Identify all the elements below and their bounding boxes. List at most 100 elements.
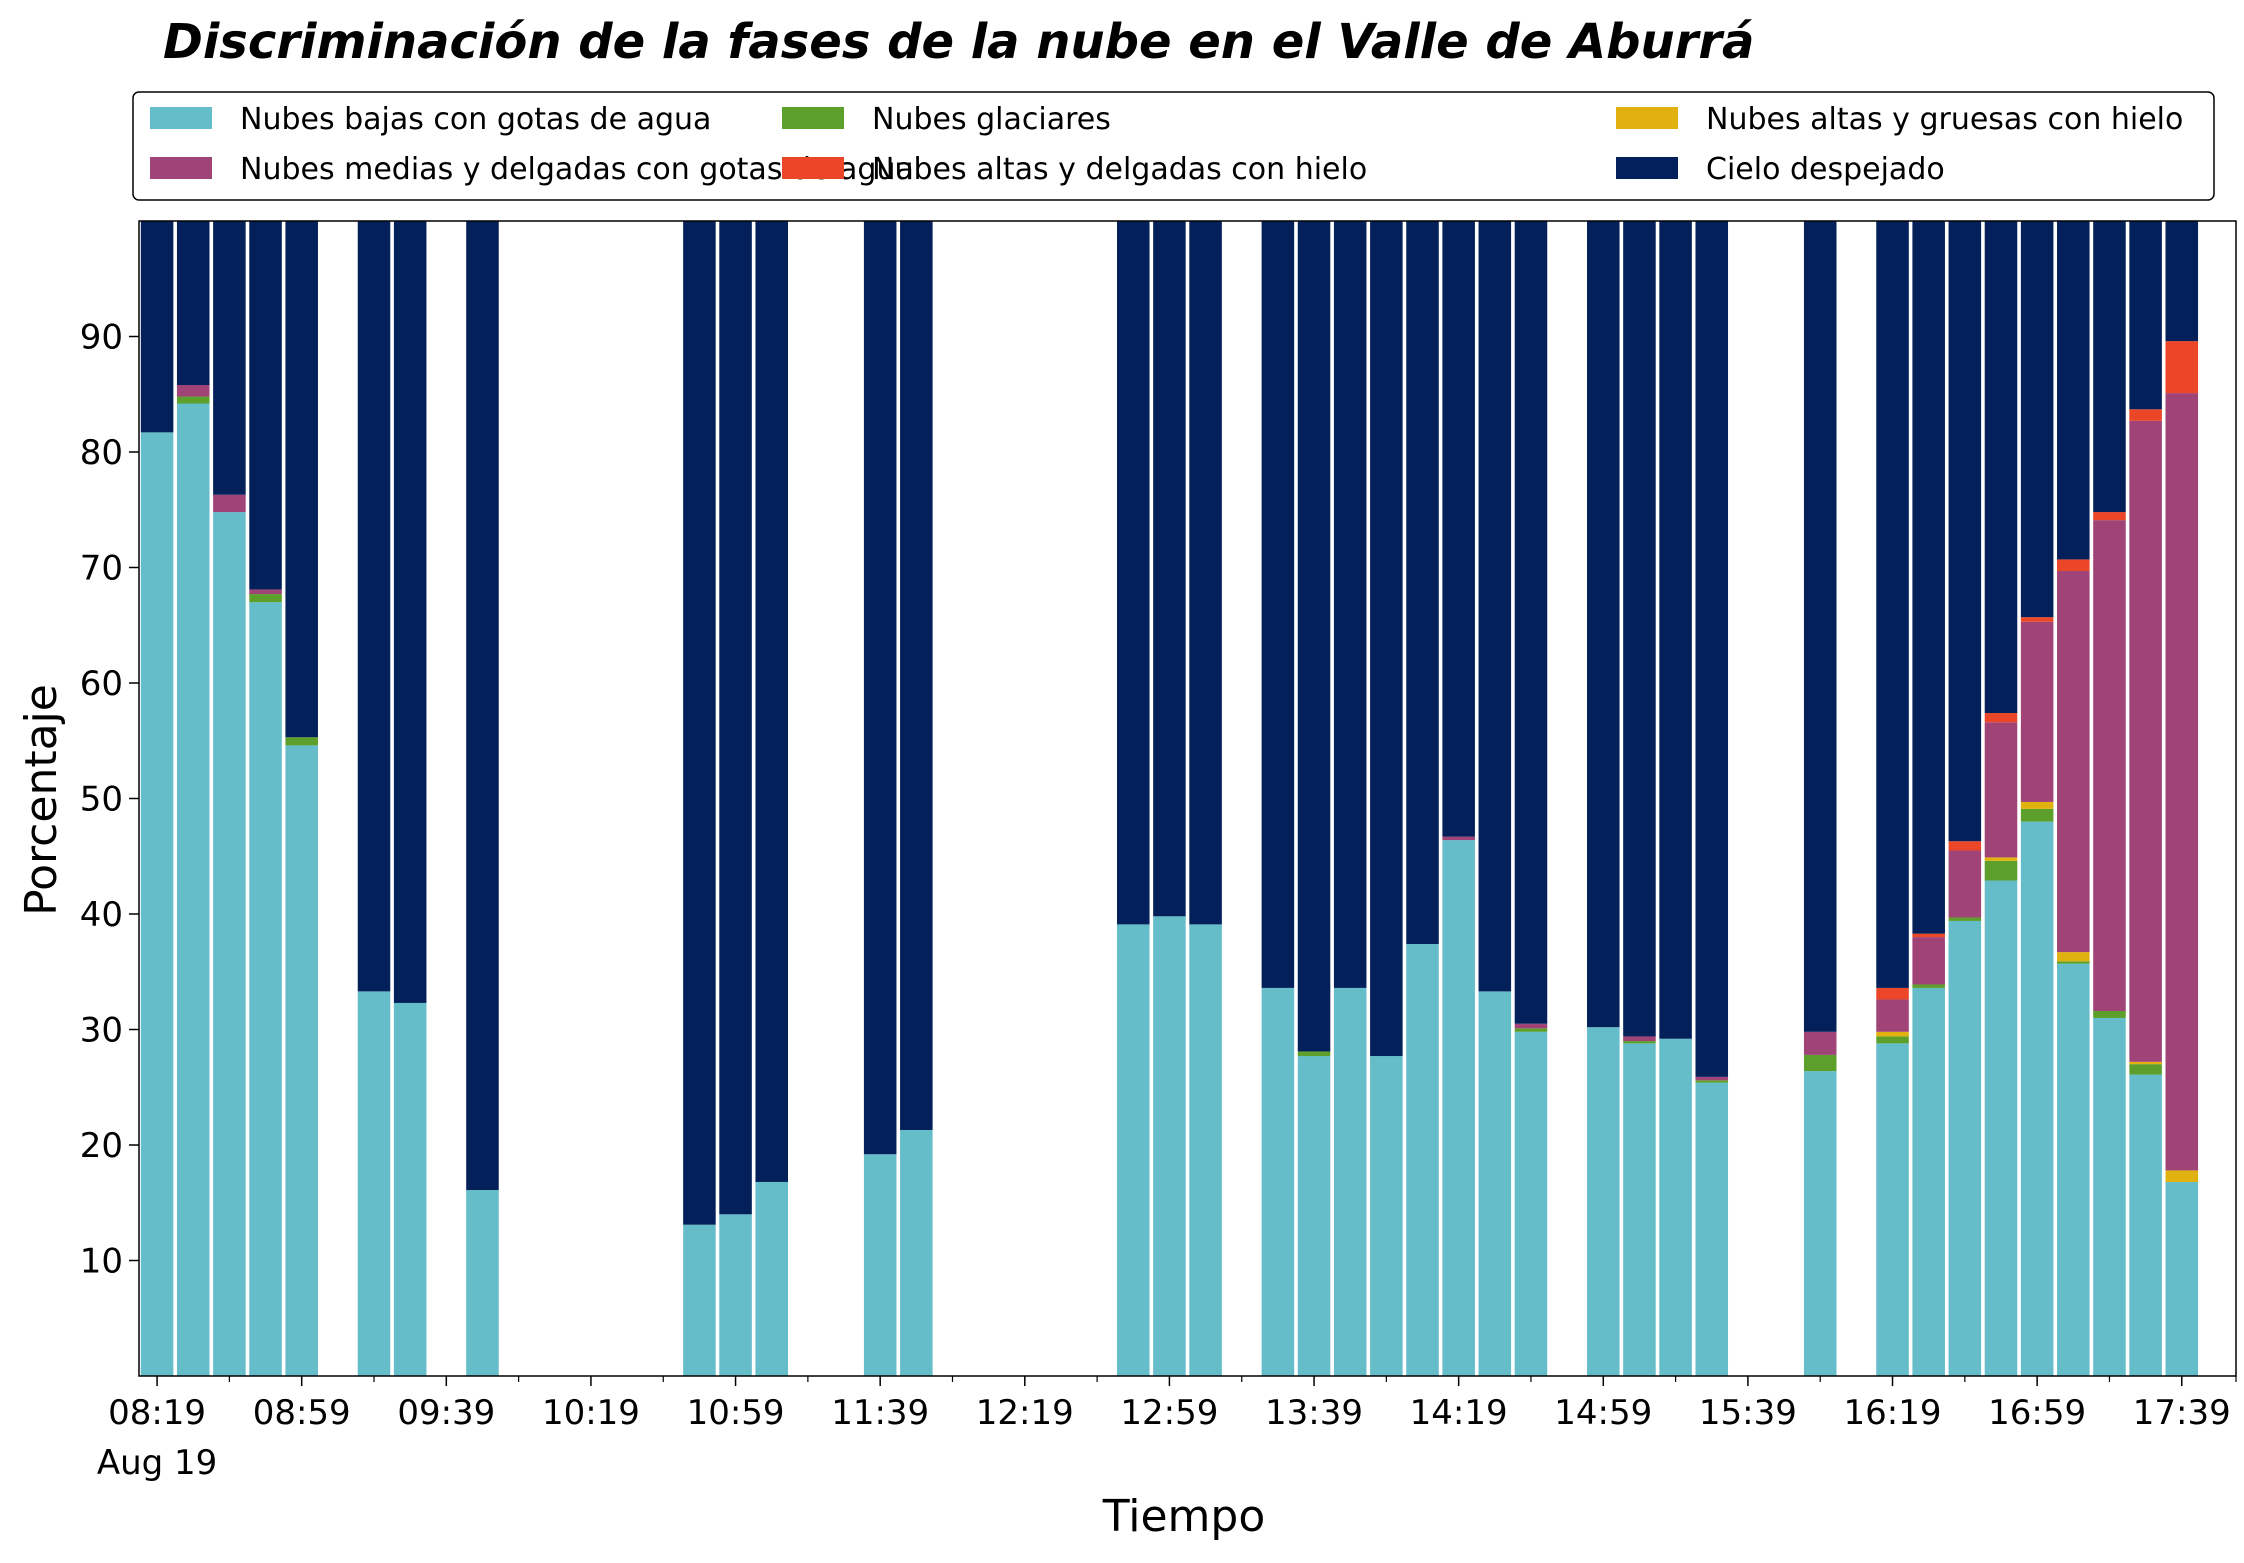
legend-swatch-4: [150, 157, 212, 179]
bars: [140, 221, 2199, 1376]
legend-label-1: Nubes bajas con gotas de agua: [240, 102, 711, 137]
bar-segment-1-1049: [683, 1224, 716, 1376]
bar-segment-1-1719: [2093, 1017, 2126, 1376]
bar-segment-1-1659: [2020, 821, 2054, 1376]
bar-segment-1-1519: [1659, 1038, 1692, 1376]
bar-segment-4-1729: [2129, 420, 2162, 1062]
bar-segment-4-1529: [1695, 1076, 1729, 1081]
bar-segment-6-1529: [1695, 221, 1729, 1077]
x-tick-label-1019: 10:19: [542, 1393, 640, 1433]
bar-segment-6-1559: [1803, 221, 1837, 1032]
legend: Nubes bajas con gotas de agua Nubes glaci…: [132, 91, 2215, 201]
x-tick-label-1419: 14:19: [1410, 1393, 1508, 1433]
bar-segment-2-1639: [1948, 917, 1982, 921]
x-tick-label-1539: 15:39: [1699, 1393, 1797, 1433]
legend-swatch-3: [1616, 107, 1678, 129]
bar-segment-1-1059: [719, 1214, 752, 1376]
x-tick-label-1059: 10:59: [687, 1393, 785, 1433]
bar-segment-1-0839: [213, 512, 246, 1376]
bar-segment-6-1519: [1659, 221, 1692, 1039]
bar-segment-2-0859: [285, 737, 318, 746]
bar-segment-1-1359: [1370, 1056, 1403, 1376]
bar-segment-1-1109: [755, 1181, 788, 1376]
bar-segment-5-1709: [2057, 559, 2090, 571]
bar-segment-1-0949: [466, 1190, 499, 1376]
bar-segment-5-1619: [1876, 987, 1909, 1000]
bar-segment-4-1619: [1876, 999, 1909, 1032]
bar-segment-1-0859: [285, 745, 318, 1376]
bar-segment-6-1739: [2165, 221, 2199, 342]
bar-segment-4-1439: [1514, 1023, 1548, 1029]
bar-segment-6-1259: [1153, 221, 1186, 917]
x-tick-label-1259: 12:59: [1120, 1393, 1218, 1433]
bar-segment-6-0949: [466, 221, 499, 1191]
y-tick-label-20: 20: [80, 1126, 123, 1166]
bar-segment-4-1659: [2020, 621, 2054, 802]
bar-segment-1-1639: [1948, 920, 1982, 1376]
bar-segment-2-0829: [176, 396, 210, 404]
bar-segment-6-1719: [2093, 221, 2126, 513]
bar-segment-1-1409: [1406, 944, 1439, 1376]
legend-label-6: Cielo despejado: [1706, 152, 1945, 187]
bar-segment-5-1719: [2093, 512, 2126, 521]
bar-segment-2-1649: [1984, 860, 2018, 881]
bar-segment-3-1739: [2165, 1170, 2199, 1182]
bar-segment-4-1509: [1623, 1036, 1656, 1042]
bar-segment-6-1459: [1587, 221, 1620, 1028]
y-tick-label-30: 30: [80, 1011, 123, 1051]
bar-segment-1-1429: [1478, 991, 1512, 1376]
bar-segment-1-1349: [1333, 987, 1367, 1376]
bar-segment-5-1639: [1948, 841, 1982, 851]
bar-segment-1-1309: [1189, 924, 1222, 1376]
bar-segment-5-1739: [2165, 341, 2199, 394]
bar-segment-1-1259: [1153, 916, 1186, 1376]
bar-segment-2-1659: [2020, 808, 2054, 822]
bar-segment-3-1619: [1876, 1031, 1909, 1037]
legend-frame: [132, 91, 2215, 201]
x-axis: 08:19 Aug 19 08:59 09:39 10:19 10:59 11:39 12:1…: [97, 1376, 2237, 1483]
y-tick-label-80: 80: [80, 433, 123, 473]
bar-segment-2-1559: [1803, 1054, 1837, 1072]
bar-segment-3-1729: [2129, 1061, 2162, 1065]
y-tick-label-60: 60: [80, 664, 123, 704]
bar-segment-3-1649: [1984, 857, 2018, 861]
bar-segment-1-1419: [1442, 840, 1475, 1376]
y-tick-label-70: 70: [80, 549, 123, 589]
bar-segment-6-1249: [1117, 221, 1150, 925]
x-tick-label-1139: 11:39: [831, 1393, 929, 1433]
bar-segment-1-1739: [2165, 1181, 2199, 1376]
bar-segment-1-1509: [1623, 1043, 1656, 1376]
bar-segment-2-0849: [249, 594, 282, 603]
y-axis-label: Porcentaje: [16, 684, 67, 916]
bar-segment-6-1049: [683, 221, 716, 1225]
x-axis-label: Tiempo: [1102, 1491, 1266, 1542]
legend-swatch-6: [1616, 157, 1678, 179]
bar-segment-6-1709: [2057, 221, 2090, 560]
y-tick-label-50: 50: [80, 780, 123, 820]
bar-segment-6-1109: [755, 221, 788, 1182]
y-axis: 10 20 30 40 50 60 70 80 90: [80, 318, 139, 1282]
bar-segment-1-1459: [1587, 1027, 1620, 1376]
bar-segment-3-1659: [2020, 801, 2054, 809]
bar-segment-6-1339: [1297, 221, 1331, 1052]
x-tick-label-1739: 17:39: [2133, 1393, 2231, 1433]
bar-segment-5-1729: [2129, 409, 2162, 421]
legend-swatch-1: [150, 107, 212, 129]
x-tick-label-1459: 14:59: [1554, 1393, 1652, 1433]
bar-segment-2-1339: [1297, 1051, 1331, 1057]
bar-segment-4-1629: [1912, 937, 1945, 985]
bar-segment-1-1439: [1514, 1031, 1548, 1376]
bar-segment-1-1329: [1261, 987, 1295, 1376]
bar-segment-5-1649: [1984, 713, 2018, 723]
bar-segment-6-0859: [285, 221, 318, 738]
bar-segment-1-1529: [1695, 1082, 1729, 1376]
bar-segment-1-1729: [2129, 1074, 2162, 1376]
bar-segment-4-1709: [2057, 570, 2090, 953]
bar-segment-2-1619: [1876, 1036, 1909, 1044]
bar-segment-6-1629: [1912, 221, 1945, 934]
bar-segment-6-1359: [1370, 221, 1403, 1057]
bar-segment-6-1149: [900, 221, 933, 1130]
bar-segment-6-1439: [1514, 221, 1548, 1024]
chart-title: Discriminación de la fases de la nube en…: [163, 14, 1754, 70]
legend-swatch-2: [782, 107, 844, 129]
